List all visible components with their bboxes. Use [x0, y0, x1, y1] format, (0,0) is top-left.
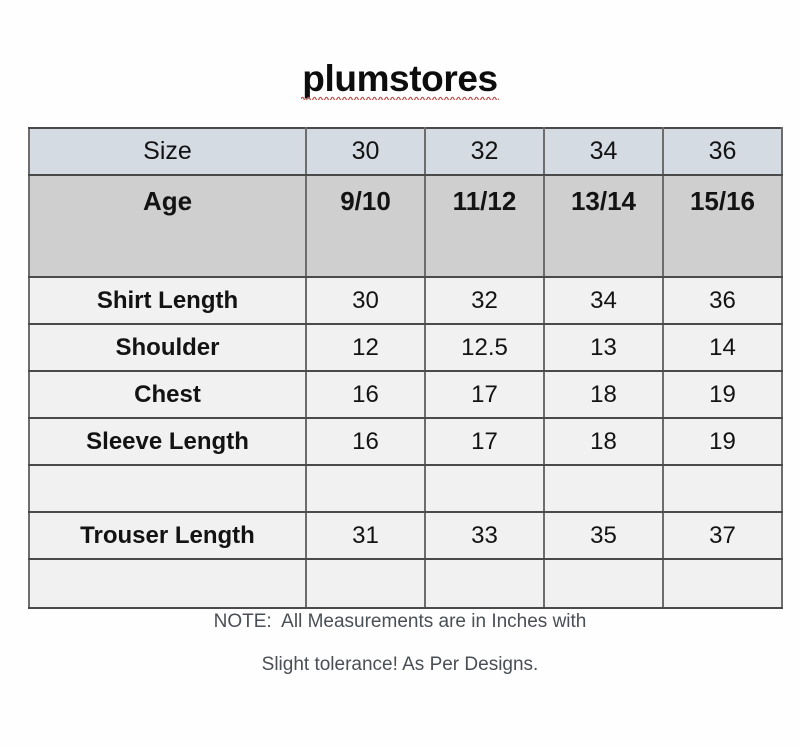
table-row-size: Size 30 32 34 36: [28, 127, 783, 176]
cell-sleeve-length-34: 18: [543, 417, 664, 466]
cell-shirt-length-36: 36: [662, 276, 783, 325]
size-chart-table: Size 30 32 34 36 Age 9/10 11/12 13/14 15…: [28, 127, 783, 609]
cell-spacer-1-label: [28, 464, 307, 513]
cell-size-30: 30: [305, 127, 426, 176]
page-title-text: plumstores: [302, 58, 498, 99]
cell-spacer-1-30: [305, 464, 426, 513]
table-row-chest: Chest 16 17 18 19: [28, 370, 783, 419]
cell-trouser-length-34: 35: [543, 511, 664, 560]
cell-sleeve-length-label: Sleeve Length: [28, 417, 307, 466]
cell-shirt-length-30: 30: [305, 276, 426, 325]
cell-shoulder-34: 13: [543, 323, 664, 372]
cell-age-36: 15/16: [662, 174, 783, 278]
cell-size-label: Size: [28, 127, 307, 176]
cell-chest-30: 16: [305, 370, 426, 419]
table-row-age: Age 9/10 11/12 13/14 15/16: [28, 174, 783, 278]
cell-shoulder-label: Shoulder: [28, 323, 307, 372]
note-line-1: NOTE: All Measurements are in Inches wit…: [213, 611, 587, 632]
cell-size-36: 36: [662, 127, 783, 176]
cell-age-34: 13/14: [543, 174, 664, 278]
table-row-sleeve-length: Sleeve Length 16 17 18 19: [28, 417, 783, 466]
cell-trouser-length-36: 37: [662, 511, 783, 560]
cell-shirt-length-label: Shirt Length: [28, 276, 307, 325]
table-row-shoulder: Shoulder 12 12.5 13 14: [28, 323, 783, 372]
cell-spacer-2-36: [662, 558, 783, 609]
cell-spacer-2-label: [28, 558, 307, 609]
cell-spacer-1-32: [424, 464, 545, 513]
cell-spacer-2-30: [305, 558, 426, 609]
cell-chest-32: 17: [424, 370, 545, 419]
cell-size-34: 34: [543, 127, 664, 176]
cell-shoulder-32: 12.5: [424, 323, 545, 372]
cell-chest-36: 19: [662, 370, 783, 419]
table-row-trouser-length: Trouser Length 31 33 35 37: [28, 511, 783, 560]
cell-spacer-2-32: [424, 558, 545, 609]
table-row-spacer-1: [28, 464, 783, 513]
table-row-shirt-length: Shirt Length 30 32 34 36: [28, 276, 783, 325]
cell-age-30: 9/10: [305, 174, 426, 278]
page-title: plumstores: [300, 57, 499, 101]
spellcheck-squiggle-underline: [301, 95, 499, 100]
brand-title-wrapper: plumstores: [0, 57, 800, 101]
measurement-note: NOTE: All Measurements are in Inches wit…: [0, 600, 800, 686]
cell-trouser-length-label: Trouser Length: [28, 511, 307, 560]
cell-chest-label: Chest: [28, 370, 307, 419]
cell-trouser-length-32: 33: [424, 511, 545, 560]
cell-spacer-2-34: [543, 558, 664, 609]
cell-shoulder-30: 12: [305, 323, 426, 372]
cell-sleeve-length-32: 17: [424, 417, 545, 466]
cell-spacer-1-36: [662, 464, 783, 513]
cell-sleeve-length-30: 16: [305, 417, 426, 466]
cell-shoulder-36: 14: [662, 323, 783, 372]
note-line-2: Slight tolerance! As Per Designs.: [261, 654, 539, 675]
cell-age-32: 11/12: [424, 174, 545, 278]
cell-shirt-length-34: 34: [543, 276, 664, 325]
cell-age-label: Age: [28, 174, 307, 278]
cell-chest-34: 18: [543, 370, 664, 419]
cell-size-32: 32: [424, 127, 545, 176]
cell-sleeve-length-36: 19: [662, 417, 783, 466]
table-row-spacer-2: [28, 558, 783, 609]
cell-shirt-length-32: 32: [424, 276, 545, 325]
cell-spacer-1-34: [543, 464, 664, 513]
cell-trouser-length-30: 31: [305, 511, 426, 560]
